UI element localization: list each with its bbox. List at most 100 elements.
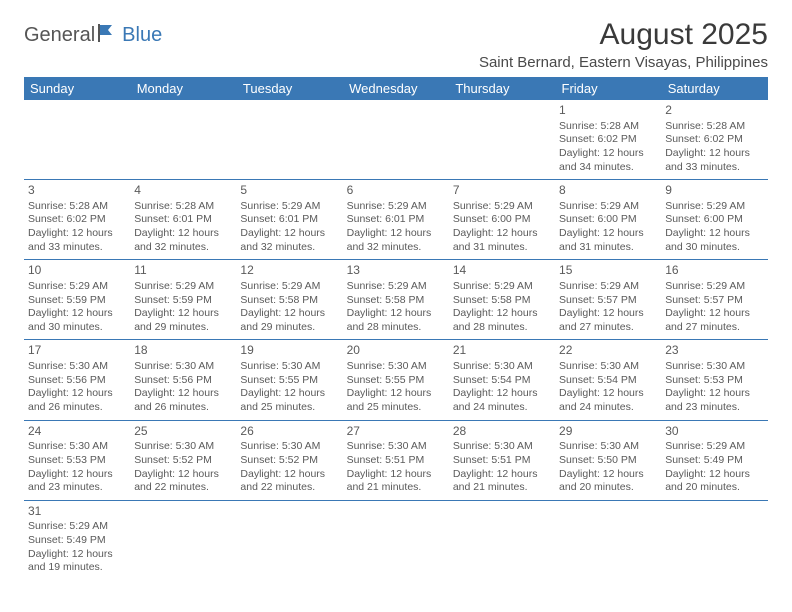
sunrise-line: Sunrise: 5:29 AM xyxy=(453,280,551,294)
sunrise-line: Sunrise: 5:29 AM xyxy=(559,280,657,294)
sunset-line: Sunset: 5:54 PM xyxy=(559,374,657,388)
logo-text-blue: Blue xyxy=(122,24,162,47)
sunset-line: Sunset: 5:49 PM xyxy=(665,454,763,468)
calendar-cell-empty xyxy=(343,500,449,580)
day-header: Tuesday xyxy=(236,77,342,100)
day-number: 16 xyxy=(665,263,763,279)
sunset-line: Sunset: 5:55 PM xyxy=(240,374,338,388)
calendar-cell: 24Sunrise: 5:30 AMSunset: 5:53 PMDayligh… xyxy=(24,420,130,500)
calendar-cell: 8Sunrise: 5:29 AMSunset: 6:00 PMDaylight… xyxy=(555,180,661,260)
sunrise-line: Sunrise: 5:29 AM xyxy=(240,280,338,294)
sunset-line: Sunset: 5:57 PM xyxy=(559,294,657,308)
day-number: 29 xyxy=(559,424,657,440)
sunset-line: Sunset: 6:00 PM xyxy=(559,213,657,227)
daylight-line: Daylight: 12 hours and 27 minutes. xyxy=(559,307,657,334)
day-number: 25 xyxy=(134,424,232,440)
sunrise-line: Sunrise: 5:29 AM xyxy=(453,200,551,214)
daylight-line: Daylight: 12 hours and 20 minutes. xyxy=(665,468,763,495)
daylight-line: Daylight: 12 hours and 26 minutes. xyxy=(28,387,126,414)
daylight-line: Daylight: 12 hours and 32 minutes. xyxy=(240,227,338,254)
calendar-row: 1Sunrise: 5:28 AMSunset: 6:02 PMDaylight… xyxy=(24,100,768,180)
sunset-line: Sunset: 5:54 PM xyxy=(453,374,551,388)
sunrise-line: Sunrise: 5:28 AM xyxy=(665,120,763,134)
calendar-cell-empty xyxy=(130,500,236,580)
sunset-line: Sunset: 6:01 PM xyxy=(347,213,445,227)
day-number: 15 xyxy=(559,263,657,279)
sunrise-line: Sunrise: 5:29 AM xyxy=(347,200,445,214)
calendar-cell-empty xyxy=(24,100,130,180)
day-number: 22 xyxy=(559,343,657,359)
sunrise-line: Sunrise: 5:29 AM xyxy=(28,280,126,294)
sunrise-line: Sunrise: 5:30 AM xyxy=(559,440,657,454)
sunrise-line: Sunrise: 5:30 AM xyxy=(28,360,126,374)
daylight-line: Daylight: 12 hours and 29 minutes. xyxy=(134,307,232,334)
day-number: 13 xyxy=(347,263,445,279)
daylight-line: Daylight: 12 hours and 31 minutes. xyxy=(559,227,657,254)
day-number: 9 xyxy=(665,183,763,199)
location-subtitle: Saint Bernard, Eastern Visayas, Philippi… xyxy=(479,54,768,71)
sunset-line: Sunset: 5:58 PM xyxy=(453,294,551,308)
day-header: Thursday xyxy=(449,77,555,100)
calendar-cell: 6Sunrise: 5:29 AMSunset: 6:01 PMDaylight… xyxy=(343,180,449,260)
calendar-cell-empty xyxy=(661,500,767,580)
sunset-line: Sunset: 5:58 PM xyxy=(347,294,445,308)
sunset-line: Sunset: 5:52 PM xyxy=(240,454,338,468)
day-header: Saturday xyxy=(661,77,767,100)
day-number: 26 xyxy=(240,424,338,440)
sunset-line: Sunset: 5:57 PM xyxy=(665,294,763,308)
calendar-cell: 30Sunrise: 5:29 AMSunset: 5:49 PMDayligh… xyxy=(661,420,767,500)
daylight-line: Daylight: 12 hours and 26 minutes. xyxy=(134,387,232,414)
day-number: 30 xyxy=(665,424,763,440)
calendar-cell-empty xyxy=(449,500,555,580)
calendar-cell: 27Sunrise: 5:30 AMSunset: 5:51 PMDayligh… xyxy=(343,420,449,500)
day-header: Sunday xyxy=(24,77,130,100)
day-number: 24 xyxy=(28,424,126,440)
calendar-cell: 2Sunrise: 5:28 AMSunset: 6:02 PMDaylight… xyxy=(661,100,767,180)
day-number: 6 xyxy=(347,183,445,199)
calendar-cell: 28Sunrise: 5:30 AMSunset: 5:51 PMDayligh… xyxy=(449,420,555,500)
calendar-cell: 25Sunrise: 5:30 AMSunset: 5:52 PMDayligh… xyxy=(130,420,236,500)
calendar-cell: 9Sunrise: 5:29 AMSunset: 6:00 PMDaylight… xyxy=(661,180,767,260)
sunrise-line: Sunrise: 5:29 AM xyxy=(347,280,445,294)
calendar-cell: 13Sunrise: 5:29 AMSunset: 5:58 PMDayligh… xyxy=(343,260,449,340)
sunset-line: Sunset: 5:56 PM xyxy=(28,374,126,388)
calendar-cell-empty xyxy=(130,100,236,180)
calendar-cell: 11Sunrise: 5:29 AMSunset: 5:59 PMDayligh… xyxy=(130,260,236,340)
calendar-table: SundayMondayTuesdayWednesdayThursdayFrid… xyxy=(24,77,768,580)
calendar-row: 31Sunrise: 5:29 AMSunset: 5:49 PMDayligh… xyxy=(24,500,768,580)
day-number: 2 xyxy=(665,103,763,119)
calendar-cell: 5Sunrise: 5:29 AMSunset: 6:01 PMDaylight… xyxy=(236,180,342,260)
calendar-cell: 4Sunrise: 5:28 AMSunset: 6:01 PMDaylight… xyxy=(130,180,236,260)
calendar-cell: 17Sunrise: 5:30 AMSunset: 5:56 PMDayligh… xyxy=(24,340,130,420)
sunset-line: Sunset: 5:49 PM xyxy=(28,534,126,548)
calendar-row: 10Sunrise: 5:29 AMSunset: 5:59 PMDayligh… xyxy=(24,260,768,340)
sunrise-line: Sunrise: 5:29 AM xyxy=(665,200,763,214)
sunrise-line: Sunrise: 5:28 AM xyxy=(134,200,232,214)
day-number: 18 xyxy=(134,343,232,359)
calendar-body: 1Sunrise: 5:28 AMSunset: 6:02 PMDaylight… xyxy=(24,100,768,580)
sunset-line: Sunset: 5:51 PM xyxy=(453,454,551,468)
sunset-line: Sunset: 6:02 PM xyxy=(665,133,763,147)
day-number: 17 xyxy=(28,343,126,359)
sunset-line: Sunset: 5:59 PM xyxy=(134,294,232,308)
calendar-cell-empty xyxy=(343,100,449,180)
daylight-line: Daylight: 12 hours and 23 minutes. xyxy=(28,468,126,495)
sunrise-line: Sunrise: 5:30 AM xyxy=(134,360,232,374)
calendar-cell-empty xyxy=(555,500,661,580)
sunset-line: Sunset: 6:01 PM xyxy=(240,213,338,227)
calendar-cell: 21Sunrise: 5:30 AMSunset: 5:54 PMDayligh… xyxy=(449,340,555,420)
calendar-row: 3Sunrise: 5:28 AMSunset: 6:02 PMDaylight… xyxy=(24,180,768,260)
daylight-line: Daylight: 12 hours and 21 minutes. xyxy=(347,468,445,495)
calendar-cell: 12Sunrise: 5:29 AMSunset: 5:58 PMDayligh… xyxy=(236,260,342,340)
sunrise-line: Sunrise: 5:30 AM xyxy=(134,440,232,454)
daylight-line: Daylight: 12 hours and 30 minutes. xyxy=(28,307,126,334)
sunset-line: Sunset: 5:53 PM xyxy=(28,454,126,468)
daylight-line: Daylight: 12 hours and 20 minutes. xyxy=(559,468,657,495)
sunrise-line: Sunrise: 5:30 AM xyxy=(453,360,551,374)
calendar-cell: 14Sunrise: 5:29 AMSunset: 5:58 PMDayligh… xyxy=(449,260,555,340)
sunrise-line: Sunrise: 5:29 AM xyxy=(28,520,126,534)
calendar-cell: 19Sunrise: 5:30 AMSunset: 5:55 PMDayligh… xyxy=(236,340,342,420)
calendar-cell-empty xyxy=(236,500,342,580)
day-number: 27 xyxy=(347,424,445,440)
sunset-line: Sunset: 6:02 PM xyxy=(28,213,126,227)
